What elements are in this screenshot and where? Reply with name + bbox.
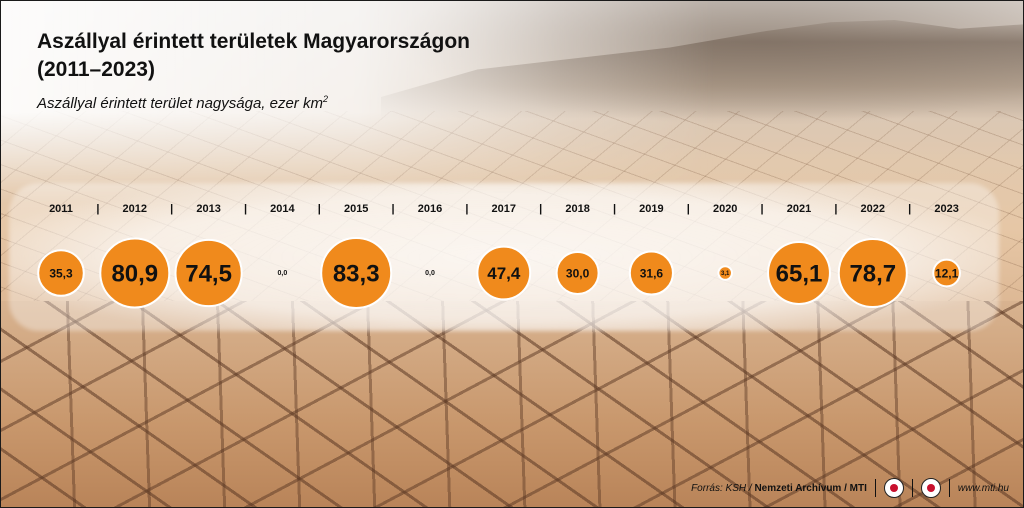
year-separator: | <box>834 203 837 215</box>
bubble-2013 <box>174 238 243 308</box>
year-label-2022: 2022 <box>861 203 885 215</box>
bubble-2018 <box>555 250 600 296</box>
value-label-2018: 30,0 <box>566 266 590 280</box>
bubble-2020 <box>717 265 733 281</box>
value-label-2013: 74,5 <box>185 261 232 288</box>
mti-round-logo-icon <box>920 478 941 498</box>
footer-separator <box>948 479 950 497</box>
year-label-2016: 2016 <box>418 203 442 215</box>
year-label-2020: 2020 <box>713 203 737 215</box>
value-label-2015: 83,3 <box>333 261 380 288</box>
year-separator: | <box>761 203 764 215</box>
year-label-2021: 2021 <box>787 203 811 215</box>
value-label-2019: 31,6 <box>640 266 664 280</box>
bubble-2023 <box>932 258 961 288</box>
value-label-2021: 65,1 <box>776 261 823 288</box>
subtitle-text: Aszállyal érintett terület nagysága, eze… <box>37 95 323 112</box>
year-separator: | <box>96 203 99 215</box>
year-label-2014: 2014 <box>270 203 295 215</box>
value-label-2017: 47,4 <box>487 264 521 283</box>
source-text: Forrás: KSH / Nemzeti Archívum / MTI <box>691 483 867 494</box>
title-line-2: (2011–2023) <box>37 58 155 81</box>
value-label-2023: 12,1 <box>935 266 959 280</box>
title-line-1: Aszállyal érintett területek Magyarorszá… <box>37 30 470 53</box>
bubble-2012 <box>99 237 171 309</box>
footer-separator <box>911 479 913 497</box>
year-separator: | <box>318 203 321 215</box>
value-label-2011: 35,3 <box>49 266 73 280</box>
year-separator: | <box>244 203 247 215</box>
year-label-2012: 2012 <box>123 203 147 215</box>
value-label-2014: 0,0 <box>278 270 288 277</box>
value-label-2016: 0,0 <box>425 270 435 277</box>
bubble-2021 <box>767 241 831 305</box>
year-separator: | <box>539 203 542 215</box>
year-separator: | <box>392 203 395 215</box>
year-separator: | <box>465 203 468 215</box>
bubble-2015 <box>320 237 393 309</box>
year-separator: | <box>613 203 616 215</box>
year-label-2017: 2017 <box>492 203 516 215</box>
page-title: Aszállyal érintett területek Magyarorszá… <box>37 28 557 84</box>
year-label-2018: 2018 <box>565 203 589 215</box>
year-label-2015: 2015 <box>344 203 368 215</box>
value-label-2012: 80,9 <box>111 261 158 288</box>
source-bold: Nemzeti Archívum / MTI <box>754 482 867 494</box>
subtitle-superscript: 2 <box>322 94 328 104</box>
year-label-2019: 2019 <box>639 203 663 215</box>
value-label-2022: 78,7 <box>849 261 896 288</box>
value-label-2020: 3,1 <box>721 271 730 277</box>
year-label-2023: 2023 <box>934 203 958 215</box>
bubble-2011 <box>37 249 85 297</box>
subtitle: Aszállyal érintett terület nagysága, eze… <box>37 94 328 112</box>
year-separator: | <box>687 203 690 215</box>
bubble-2022 <box>837 237 908 309</box>
source-prefix: Forrás: KSH / <box>691 482 755 494</box>
year-label-2011: 2011 <box>49 203 73 215</box>
year-separator: | <box>170 203 173 215</box>
footer-url: www.mti.hu <box>957 482 1009 494</box>
bubble-2019 <box>628 250 674 296</box>
footer-separator <box>874 479 876 497</box>
mti-logo-icon <box>883 478 904 498</box>
year-label-2013: 2013 <box>196 203 220 215</box>
bubble-2017 <box>476 245 532 301</box>
year-separator: | <box>908 203 911 215</box>
footer: Forrás: KSH / Nemzeti Archívum / MTI www… <box>691 475 1009 501</box>
